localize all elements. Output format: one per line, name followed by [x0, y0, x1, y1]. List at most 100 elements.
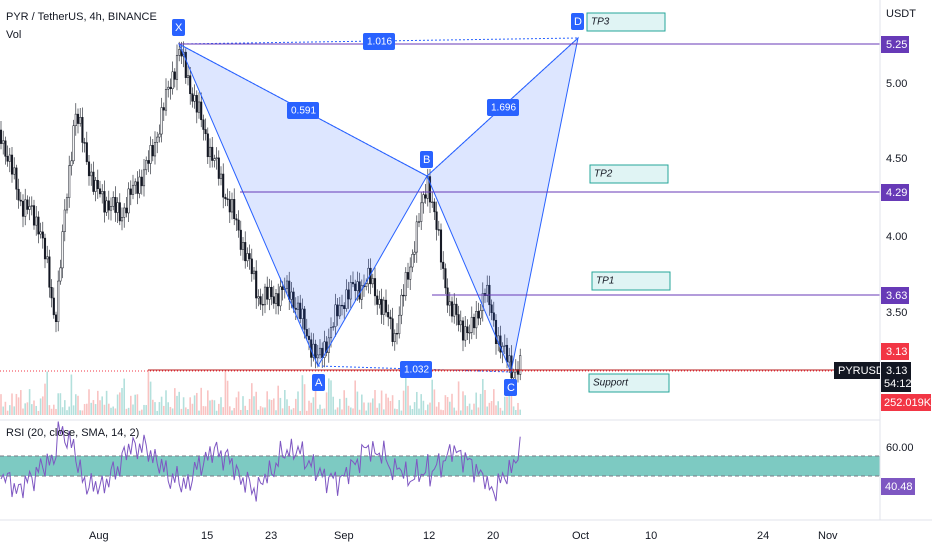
- candle-body: [222, 173, 225, 198]
- volume-bar: [165, 390, 167, 415]
- volume-bar: [268, 399, 271, 415]
- volume-bar: [288, 405, 290, 415]
- candle-body: [299, 302, 302, 319]
- volume-bar: [330, 380, 332, 415]
- tp2-price: 4.29: [886, 187, 907, 199]
- rsi-value: 40.48: [885, 481, 913, 493]
- volume-bar: [369, 402, 372, 415]
- candle-body: [244, 242, 247, 262]
- volume-bar: [402, 390, 405, 415]
- volume-bar: [398, 400, 400, 415]
- ratio-bd: 1.696: [491, 103, 516, 114]
- rsi-pane: [0, 419, 880, 502]
- volume-bar: [281, 408, 284, 415]
- volume-bar: [376, 407, 378, 415]
- volume-bar: [57, 393, 59, 415]
- volume-bar: [50, 408, 53, 415]
- candle-body: [415, 221, 418, 253]
- ratio-xb: 0.591: [291, 106, 316, 117]
- volume-bar: [11, 393, 13, 415]
- candle-body: [87, 161, 91, 177]
- candle-body: [123, 207, 126, 218]
- volume-bar: [59, 393, 62, 415]
- candle-body: [125, 207, 128, 214]
- candle-body: [17, 188, 20, 201]
- candle-body: [219, 173, 223, 179]
- candle-body: [389, 316, 392, 319]
- volume-bar: [477, 407, 480, 415]
- candle-body: [490, 304, 493, 314]
- volume-bar: [134, 394, 136, 415]
- point-b: B: [423, 154, 430, 166]
- candle-body: [494, 319, 498, 344]
- volume-bar: [9, 405, 11, 415]
- support-label: Support: [593, 378, 629, 389]
- volume-bar: [229, 406, 231, 415]
- volume-bar: [185, 407, 187, 415]
- volume-bar: [244, 405, 246, 415]
- point-bg: [420, 151, 433, 168]
- candle-body: [422, 194, 425, 204]
- candle-body: [145, 160, 148, 171]
- candle-body: [4, 140, 7, 157]
- volume-bar: [314, 390, 317, 415]
- volume-bar: [433, 389, 436, 415]
- candle-body: [226, 198, 229, 200]
- candle-body: [499, 335, 502, 353]
- volume-bar: [510, 392, 513, 415]
- volume-bar: [22, 408, 24, 415]
- candle-body: [391, 318, 394, 342]
- candle-body: [332, 326, 335, 328]
- candle-body: [0, 129, 3, 144]
- volume-bar: [352, 408, 354, 415]
- candle-body: [252, 270, 256, 275]
- candle-body: [343, 305, 346, 309]
- volume-bar: [94, 404, 97, 415]
- volume-bar: [191, 403, 194, 415]
- volume-bar: [466, 406, 469, 415]
- volume-bar: [105, 390, 108, 415]
- candle-body: [453, 303, 456, 317]
- candle-body: [197, 101, 201, 113]
- volume-bar: [396, 409, 398, 415]
- candle-body: [486, 284, 489, 296]
- volume-bar: [484, 390, 486, 415]
- volume-bar: [26, 402, 29, 415]
- volume-bar: [345, 397, 348, 415]
- volume-bar: [211, 399, 213, 415]
- volume-bar: [275, 410, 277, 415]
- candle-body: [138, 176, 141, 194]
- volume-bar: [143, 404, 145, 415]
- volume-bar: [317, 408, 319, 415]
- candle-body: [316, 354, 319, 359]
- candle-body: [420, 202, 423, 222]
- volume-bar: [119, 392, 121, 415]
- candle-body: [156, 136, 159, 143]
- candle-body: [52, 297, 55, 316]
- candle-body: [43, 237, 47, 260]
- tp1-label: TP1: [596, 276, 614, 287]
- candle-body: [239, 229, 242, 250]
- candle-body: [281, 286, 284, 290]
- candle-body: [468, 332, 471, 334]
- candle-body: [233, 199, 236, 219]
- candle-body: [307, 335, 311, 340]
- volume-bar: [453, 407, 455, 415]
- candle-body: [371, 278, 374, 285]
- volume-bar: [286, 399, 288, 415]
- candle-body: [28, 206, 31, 210]
- symbol: PYR / TetherUS, 4h, BINANCE: [6, 11, 157, 23]
- price-tick: 4.00: [886, 231, 907, 243]
- price-tick: 3.50: [886, 307, 907, 319]
- candle-body: [230, 199, 234, 213]
- candle-body: [129, 188, 132, 195]
- candle-body: [46, 256, 49, 260]
- time-tick: 24: [757, 530, 769, 542]
- volume-bar: [171, 408, 174, 415]
- candle-body: [103, 191, 106, 213]
- volume-bar: [83, 404, 86, 415]
- price-tag-bg: [881, 287, 909, 304]
- candle-body: [21, 200, 25, 217]
- candle-body: [479, 310, 482, 319]
- candle-body: [41, 231, 44, 239]
